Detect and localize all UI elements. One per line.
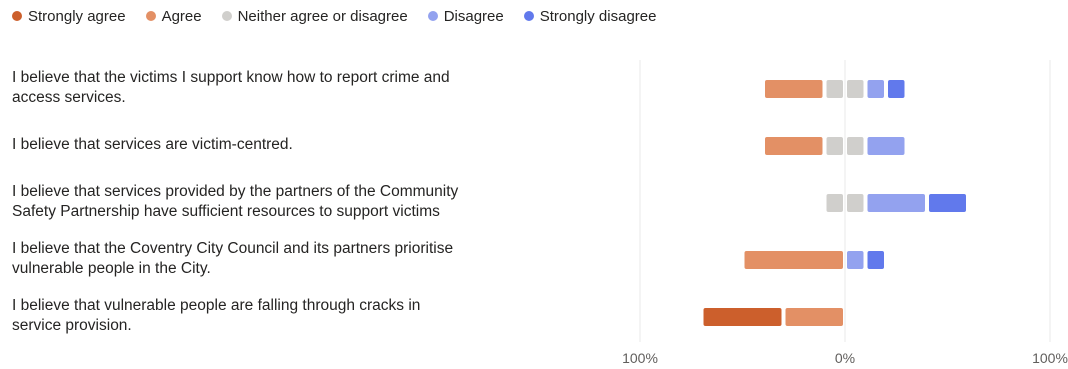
category-label-line: I believe that the Coventry City Council…	[12, 240, 454, 257]
legend-label: Neither agree or disagree	[237, 7, 408, 25]
legend-label: Strongly agree	[28, 7, 126, 25]
x-tick-label: 100%	[622, 350, 658, 366]
bar-segment: Neither agree or disagree: 20%	[847, 137, 864, 155]
bar-segment: Neither agree or disagree: 20%	[847, 80, 864, 98]
legend-label: Strongly disagree	[539, 7, 657, 25]
bar-segment: Neither agree or disagree: 20%	[826, 137, 843, 155]
legend-item[interactable]: Strongly disagree	[523, 7, 657, 25]
category-label-line: service provision.	[12, 317, 132, 334]
category-label: I believe that services are victim-centr…	[12, 135, 612, 155]
bar-segment: Neither agree or disagree: 20%	[847, 194, 864, 212]
legend-marker	[145, 11, 156, 21]
category-label-line: vulnerable people in the City.	[12, 260, 211, 277]
legend-item[interactable]: Agree	[145, 7, 202, 25]
legend-item[interactable]: Disagree	[427, 7, 504, 25]
legend-marker	[427, 11, 438, 21]
legend-label: Agree	[161, 7, 202, 25]
legend-marker	[12, 11, 22, 21]
bar-segment: Agree: 30%	[765, 80, 823, 98]
bar-segment: Agree: 50%	[744, 251, 843, 269]
category-label: I believe that the victims I support kno…	[12, 68, 612, 108]
category-label: I believe that vulnerable people are fal…	[12, 296, 612, 336]
bar-segment: Agree: 30%	[785, 308, 843, 326]
legend-label: Disagree	[443, 7, 504, 25]
legend-marker	[221, 11, 232, 21]
bar-segment: Disagree: 30%	[867, 194, 925, 212]
bar-segment: Disagree: 10%	[847, 251, 864, 269]
legend-item[interactable]: Neither agree or disagree	[221, 7, 408, 25]
bar-segment: Strongly disagree: 10%	[867, 251, 884, 269]
legend-item[interactable]: Strongly agree	[12, 8, 126, 25]
category-label-line: Safety Partnership have sufficient resou…	[12, 203, 440, 220]
category-label-line: I believe that services provided by the …	[12, 183, 459, 200]
bar-segment: Disagree: 20%	[867, 137, 905, 155]
bar-segment: Neither agree or disagree: 20%	[826, 194, 843, 212]
category-label-line: I believe that services are victim-centr…	[12, 136, 293, 153]
bar-segment: Strongly disagree: 20%	[929, 194, 966, 212]
legend-marker	[523, 11, 534, 21]
bar-segment: Strongly agree: 40%	[703, 308, 782, 326]
x-tick-label: 0%	[835, 350, 855, 366]
bar-segment: Neither agree or disagree: 20%	[826, 80, 843, 98]
bar-segment: Strongly disagree: 10%	[888, 80, 905, 98]
legend: Strongly agree Agree Neither agree or disa…	[12, 6, 676, 26]
bar-segment: Agree: 30%	[765, 137, 823, 155]
category-label-line: access services.	[12, 89, 126, 106]
category-label: I believe that the Coventry City Council…	[12, 239, 612, 279]
bar-segment: Disagree: 10%	[867, 80, 884, 98]
category-label-line: I believe that vulnerable people are fal…	[12, 297, 421, 314]
category-label-line: I believe that the victims I support kno…	[12, 69, 450, 86]
category-label: I believe that services provided by the …	[12, 182, 612, 222]
x-tick-label: 100%	[1032, 350, 1068, 366]
